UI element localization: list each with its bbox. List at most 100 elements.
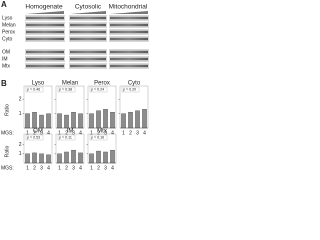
chart-title: IM (67, 129, 74, 135)
annotation: p = 0.11 (59, 136, 72, 140)
bar (103, 151, 108, 164)
x-tick-label: 1 (90, 130, 93, 136)
figure: A B Homogenate Cytosolic Mitochondrial L… (1, 0, 149, 171)
blot-band (26, 64, 64, 68)
y-tick-label: 1 (19, 151, 22, 157)
x-tick-label: 4 (143, 130, 146, 136)
blot-band (110, 64, 148, 68)
bar (71, 149, 76, 164)
chart-title: Lyso (32, 81, 45, 87)
x-tick-label: 1 (26, 130, 29, 136)
chart-title: Mtx (97, 129, 107, 135)
x-tick-label: 4 (47, 165, 50, 171)
x-tick-label: 4 (79, 165, 82, 171)
blot-band (110, 50, 148, 54)
annotation-box (121, 86, 140, 93)
bar (32, 152, 37, 164)
blot-band (26, 23, 64, 27)
blot-band (70, 23, 106, 27)
bar (142, 109, 147, 129)
bar (39, 114, 44, 129)
y-axis-label: Ratio (4, 104, 10, 116)
chart-title: Cyto (128, 81, 141, 87)
x-tick-label: 4 (47, 130, 50, 136)
x-axis-label: MGS: (1, 165, 14, 171)
y-axis-label: Ratio (4, 145, 10, 157)
gradient-wedge (110, 11, 148, 14)
page: A B Homogenate Cytosolic Mitochondrial L… (1, 0, 149, 172)
x-tick-label: 1 (90, 165, 93, 171)
blot-band (70, 57, 106, 61)
y-tick-label: 1 (19, 111, 22, 117)
chart-title: Melan (62, 81, 78, 87)
bar (110, 112, 115, 129)
x-tick-label: 3 (40, 165, 43, 171)
bar (128, 112, 133, 129)
bar (64, 114, 69, 129)
x-tick-label: 3 (72, 130, 75, 136)
panel-label: A (1, 0, 7, 9)
bar (78, 113, 83, 129)
bar (32, 112, 37, 129)
bar (121, 113, 126, 129)
x-tick-label: 3 (72, 165, 75, 171)
annotation-box (25, 86, 44, 93)
blot-band (70, 64, 106, 68)
bar (135, 110, 140, 129)
annotation-box (89, 86, 108, 93)
bar (39, 153, 44, 164)
x-axis-label: MGS: (1, 130, 14, 136)
x-tick-label: 3 (40, 130, 43, 136)
bar (57, 113, 62, 129)
bar (57, 153, 62, 164)
gradient-wedge (70, 11, 106, 14)
blot-band (110, 30, 148, 34)
gradient-wedge (26, 11, 64, 14)
annotation: p = 0.38 (59, 88, 72, 92)
bar (96, 110, 101, 129)
column-header: Homogenate (25, 4, 63, 11)
bar (110, 149, 115, 164)
bar (89, 153, 94, 164)
blot-band (26, 57, 64, 61)
chart-title: OM (33, 129, 43, 135)
bar (89, 113, 94, 129)
x-tick-label: 2 (33, 130, 36, 136)
x-tick-label: 4 (111, 130, 114, 136)
blot-band (26, 16, 64, 20)
annotation: p = 0.46 (27, 88, 40, 92)
x-tick-label: 1 (26, 165, 29, 171)
annotation-box (57, 134, 76, 141)
row-label: Melan (2, 22, 16, 28)
x-tick-label: 2 (65, 165, 68, 171)
x-tick-label: 3 (104, 130, 107, 136)
x-tick-label: 3 (104, 165, 107, 171)
y-tick-label: 2 (19, 97, 22, 103)
annotation-box (25, 134, 44, 141)
blot-band (26, 37, 64, 41)
annotation: p = 0.16 (91, 136, 104, 140)
bar (96, 150, 101, 164)
row-label: IM (2, 56, 8, 62)
x-tick-label: 2 (65, 130, 68, 136)
x-tick-label: 4 (79, 130, 82, 136)
blot-band (70, 37, 106, 41)
annotation: p = 0.20 (123, 88, 136, 92)
bar (78, 152, 83, 164)
row-label: Lyso (2, 15, 13, 21)
row-label: OM (2, 49, 10, 55)
annotation: p = 0.24 (91, 88, 104, 92)
annotation-box (89, 134, 108, 141)
blot-band (70, 50, 106, 54)
bar (71, 112, 76, 129)
bar (46, 154, 51, 164)
annotation-box (57, 86, 76, 93)
chart-title: Perox (94, 81, 110, 87)
row-label: Perox (2, 29, 16, 35)
blot-band (110, 37, 148, 41)
x-tick-label: 3 (136, 130, 139, 136)
row-label: Mtx (2, 63, 11, 69)
x-tick-label: 1 (58, 165, 61, 171)
y-tick-label: 2 (19, 142, 22, 148)
x-tick-label: 4 (111, 165, 114, 171)
